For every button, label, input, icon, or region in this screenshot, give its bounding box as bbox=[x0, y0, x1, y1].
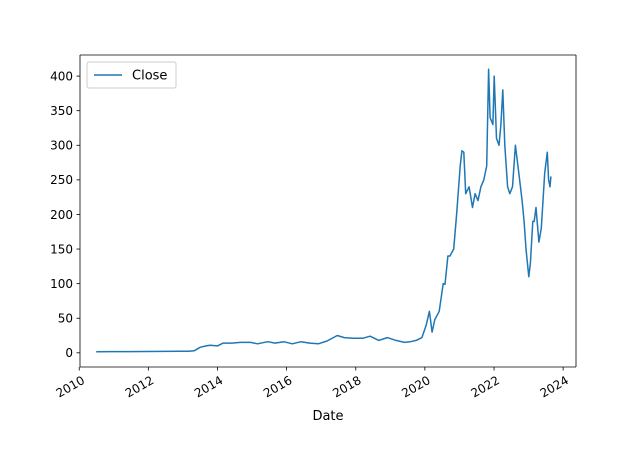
legend-label-close: Close bbox=[132, 69, 167, 84]
y-axis-ticks: 0 50 100 150 200 250 300 350 400 bbox=[50, 69, 80, 360]
y-tick-label: 50 bbox=[58, 312, 73, 326]
plot-area bbox=[79, 54, 577, 368]
y-tick-label: 150 bbox=[50, 242, 73, 256]
y-tick-label: 0 bbox=[65, 346, 73, 360]
axes-spines bbox=[79, 54, 577, 368]
legend-box bbox=[86, 61, 177, 89]
y-tick-label: 300 bbox=[50, 139, 73, 153]
y-tick-label: 350 bbox=[50, 104, 73, 118]
y-tick-label: 250 bbox=[50, 173, 73, 187]
close-series-line bbox=[96, 68, 552, 353]
x-axis-label: Date bbox=[312, 409, 343, 424]
y-tick-label: 100 bbox=[50, 277, 73, 291]
y-tick-label: 200 bbox=[50, 208, 73, 222]
legend: Close bbox=[86, 61, 177, 89]
y-tick-label: 400 bbox=[50, 69, 73, 83]
